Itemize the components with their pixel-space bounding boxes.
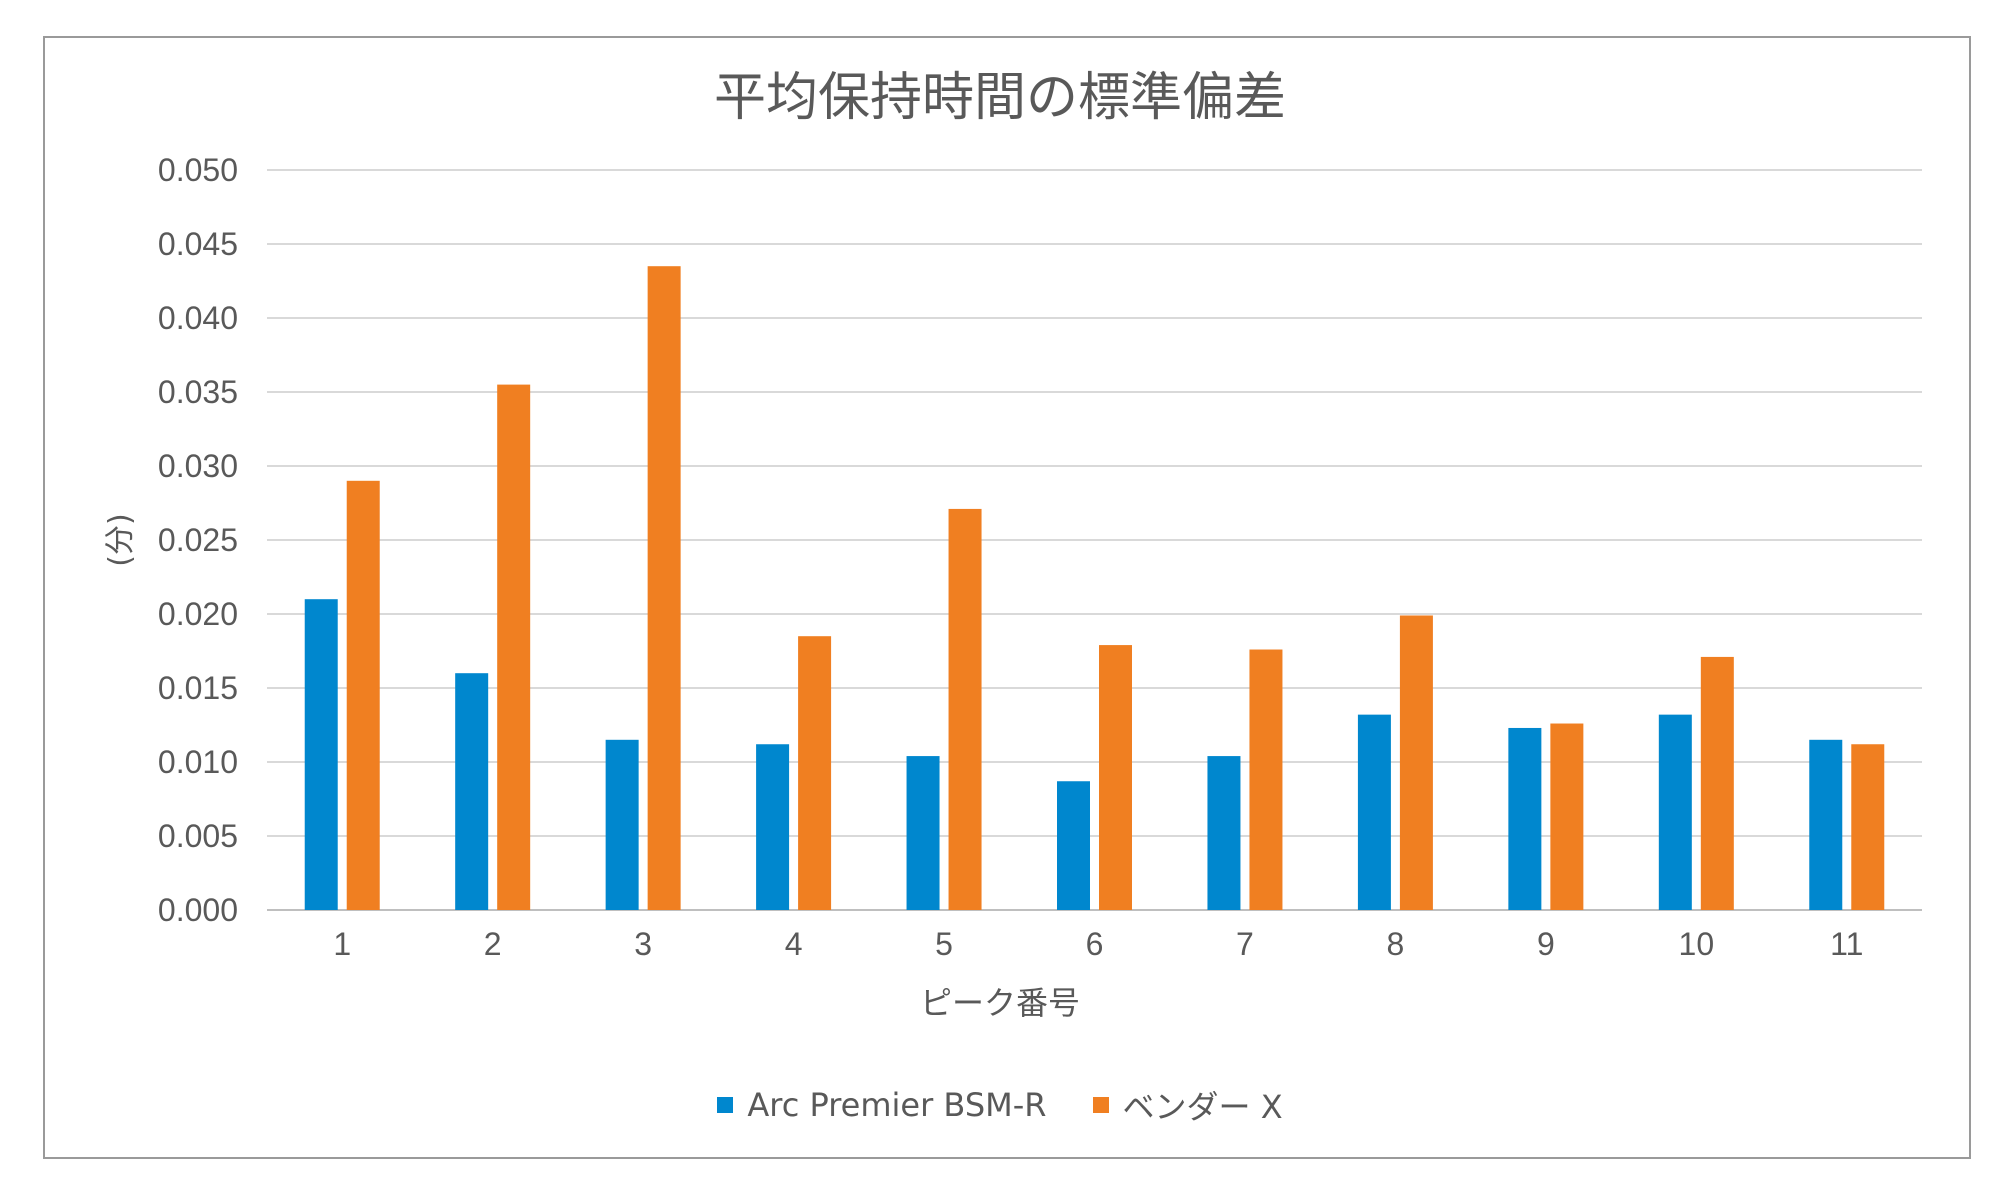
y-tick-label: 0.000: [158, 892, 238, 928]
bar-series-2-peak-1: [346, 480, 380, 910]
x-tick-label: 3: [634, 926, 652, 962]
bar-series-2-peak-2: [497, 384, 531, 911]
bar-series-2-peak-6: [1099, 645, 1132, 910]
bar-series-2-peak-3: [647, 266, 681, 910]
bar-series-2-peak-7: [1249, 649, 1283, 910]
bar-series-1-peak-10: [1658, 714, 1692, 910]
x-axis-label: ピーク番号: [919, 984, 1080, 1022]
legend-item-series-1: Arc Premier BSM-R: [717, 1086, 1047, 1124]
x-tick-label: 1: [333, 926, 351, 962]
bar-series-1-peak-6: [1057, 781, 1090, 910]
x-tick-label: 7: [1236, 926, 1254, 962]
y-tick-label: 0.010: [158, 744, 238, 780]
bar-series-1-peak-4: [756, 744, 790, 910]
legend-label-series-2: ベンダー X: [1122, 1088, 1283, 1126]
bar-series-2-peak-5: [948, 508, 982, 910]
legend-label-series-1: Arc Premier BSM-R: [747, 1086, 1047, 1124]
bar-series-1-peak-8: [1357, 714, 1391, 910]
legend-item-series-2: ベンダー X: [1092, 1082, 1283, 1128]
legend: Arc Premier BSM-R ベンダー X: [0, 1082, 2000, 1128]
bar-series-1-peak-3: [605, 739, 639, 910]
bar-series-1-peak-5: [906, 756, 940, 910]
y-tick-label: 0.015: [158, 670, 238, 706]
y-tick-label: 0.050: [158, 152, 238, 188]
bar-series-2-peak-8: [1399, 615, 1433, 910]
chart-title: 平均保持時間の標準偏差: [713, 68, 1286, 128]
bar-series-2-peak-9: [1550, 723, 1584, 910]
bar-series-1-peak-7: [1207, 756, 1241, 910]
x-tick-label: 5: [935, 926, 953, 962]
bar-series-1-peak-11: [1809, 739, 1843, 910]
x-tick-label: 2: [484, 926, 502, 962]
x-tick-label: 8: [1387, 926, 1405, 962]
x-tick-label: 6: [1086, 926, 1104, 962]
x-tick-label: 4: [785, 926, 803, 962]
legend-swatch-series-1: [717, 1097, 734, 1113]
y-tick-label: 0.030: [158, 448, 238, 484]
bar-series-2-peak-4: [798, 636, 832, 910]
y-tick-label: 0.005: [158, 818, 238, 854]
bar-series-2-peak-11: [1851, 744, 1885, 910]
bar-series-1-peak-2: [455, 673, 489, 910]
y-tick-label: 0.020: [158, 596, 238, 632]
x-tick-label: 10: [1679, 926, 1715, 962]
bar-series-1-peak-9: [1508, 727, 1542, 910]
y-tick-label: 0.035: [158, 374, 238, 410]
bar-series-1-peak-1: [304, 599, 338, 910]
y-tick-label: 0.040: [158, 300, 238, 336]
y-tick-label: 0.045: [158, 226, 238, 262]
y-tick-label: 0.025: [158, 522, 238, 558]
x-tick-label: 9: [1537, 926, 1555, 962]
legend-swatch-series-2: [1092, 1097, 1109, 1113]
x-tick-label: 11: [1830, 926, 1863, 962]
bar-series-2-peak-10: [1700, 656, 1734, 910]
